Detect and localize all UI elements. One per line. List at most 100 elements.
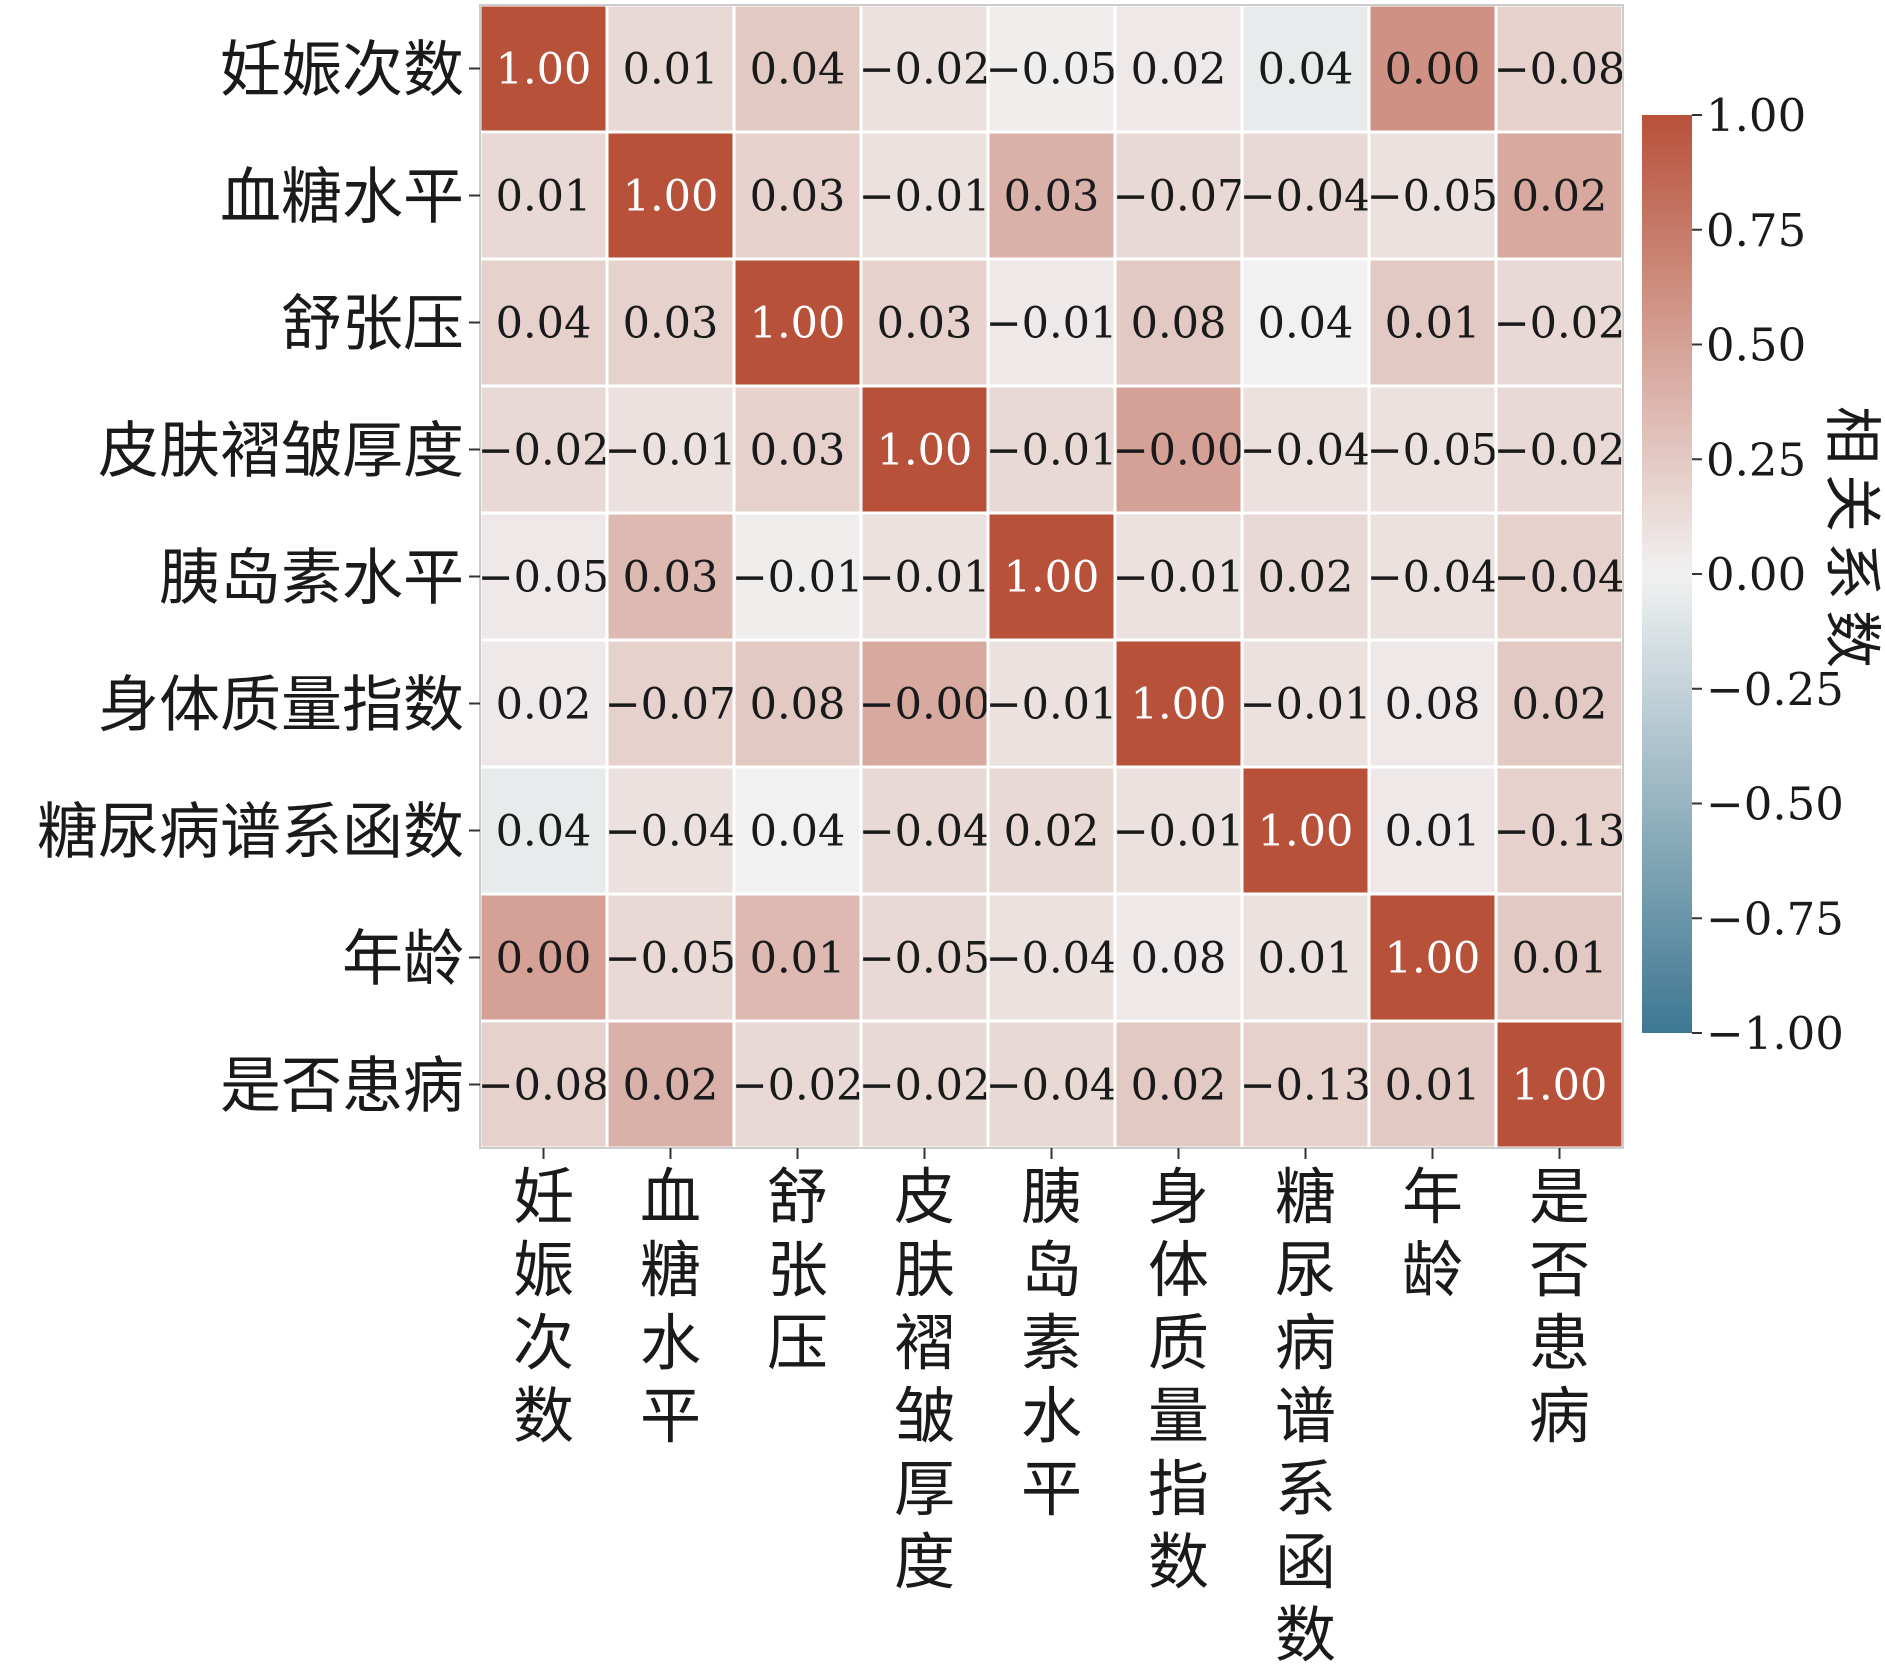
cell-value-label: 0.01 — [496, 172, 592, 222]
cell-value-label: −0.00 — [859, 680, 991, 730]
cell-value-label: 0.04 — [1258, 299, 1354, 349]
cell-value-label: −0.07 — [1113, 172, 1245, 222]
heatmap-cell — [859, 1019, 990, 1150]
y-axis-label: 妊娠次数 — [220, 35, 464, 106]
cell-value-label: 0.04 — [750, 45, 846, 95]
heatmap-cell — [1494, 511, 1625, 642]
cell-value-label: 0.02 — [1004, 807, 1100, 857]
colorbar-tick-label: −0.75 — [1706, 892, 1844, 945]
cell-value-label: −0.01 — [986, 426, 1118, 476]
cell-value-label: 0.02 — [623, 1061, 719, 1111]
heatmap-cell — [732, 892, 863, 1023]
cell-value-label: 0.08 — [750, 680, 846, 730]
cell-value-label: 0.03 — [623, 299, 719, 349]
cell-value-label: −0.05 — [1367, 172, 1499, 222]
cell-value-label: 0.08 — [1131, 299, 1227, 349]
cell-value-label: −0.01 — [859, 553, 991, 603]
cell-value-label: 0.03 — [877, 299, 973, 349]
cell-value-label: 0.01 — [750, 934, 846, 984]
y-axis-label: 是否患病 — [220, 1051, 464, 1122]
heatmap-cell — [986, 892, 1117, 1023]
heatmap-cell — [605, 1019, 736, 1150]
cell-value-label: 0.01 — [1258, 934, 1354, 984]
cell-value-label: 0.02 — [1258, 553, 1354, 603]
cell-value-label: 0.02 — [1131, 45, 1227, 95]
heatmap-cell — [986, 257, 1117, 388]
heatmap-cell — [1367, 3, 1498, 134]
y-axis-label: 舒张压 — [281, 289, 464, 360]
cell-value-label: 0.02 — [496, 680, 592, 730]
cell-value-label: 1.00 — [1131, 680, 1227, 730]
heatmap-cell — [732, 1019, 863, 1150]
heatmap-cell — [1240, 130, 1371, 261]
cell-value-label: −0.05 — [605, 934, 737, 984]
cell-value-label: 1.00 — [623, 172, 719, 222]
cell-value-label: −0.04 — [1240, 172, 1372, 222]
cell-value-label: −0.01 — [1240, 680, 1372, 730]
x-axis-label: 是否患病 — [1529, 1162, 1590, 1452]
cell-value-label: 0.01 — [1385, 807, 1481, 857]
heatmap-cell — [478, 384, 609, 515]
heatmap-cell — [1494, 384, 1625, 515]
cell-value-label: −0.00 — [1113, 426, 1245, 476]
colorbar-title-char: 数 — [1818, 610, 1885, 668]
cell-value-label: −0.01 — [1113, 553, 1245, 603]
cell-value-label: −0.04 — [1494, 553, 1626, 603]
heatmap-cell — [478, 130, 609, 261]
cell-value-label: 0.00 — [496, 934, 592, 984]
cell-value-label: −0.02 — [1494, 299, 1626, 349]
cell-value-label: −0.05 — [859, 934, 991, 984]
cell-value-label: 0.00 — [1385, 45, 1481, 95]
colorbar-tick-label: −0.50 — [1706, 778, 1844, 831]
cell-value-label: 0.02 — [1512, 172, 1608, 222]
heatmap-cell — [1367, 638, 1498, 769]
cell-value-label: 0.04 — [750, 807, 846, 857]
cell-value-label: −0.01 — [1113, 807, 1245, 857]
cell-value-label: 0.04 — [496, 299, 592, 349]
cell-value-label: 0.01 — [1512, 934, 1608, 984]
heatmap-cell — [605, 3, 736, 134]
heatmap-cell — [1113, 892, 1244, 1023]
cell-value-label: −0.01 — [859, 172, 991, 222]
cell-value-label: 1.00 — [496, 45, 592, 95]
heatmap-cell — [605, 257, 736, 388]
x-axis-label: 血糖水平 — [640, 1162, 701, 1452]
cell-value-label: 0.03 — [1004, 172, 1100, 222]
heatmap-cell — [1494, 130, 1625, 261]
colorbar — [1642, 115, 1692, 1033]
cell-value-label: 0.04 — [496, 807, 592, 857]
cell-value-label: 0.03 — [623, 553, 719, 603]
cell-value-label: −0.01 — [986, 299, 1118, 349]
heatmap-cell — [732, 511, 863, 642]
cell-value-label: −0.08 — [1494, 45, 1626, 95]
heatmap-cell — [478, 638, 609, 769]
cell-value-label: −0.01 — [732, 553, 864, 603]
colorbar-tick-label: 0.75 — [1706, 204, 1806, 257]
y-axis-label: 皮肤褶皱厚度 — [98, 416, 464, 487]
heatmap-cell — [1494, 1019, 1625, 1150]
heatmap-cell — [859, 257, 990, 388]
colorbar-legend: 1.00 0.75 0.50 0.25 0.00 −0.25 −0.50 −0.75 −1.00… — [1642, 89, 1885, 1060]
heatmap-cell — [1494, 638, 1625, 769]
heatmap-cell — [1494, 892, 1625, 1023]
cell-value-label: 1.00 — [1385, 934, 1481, 984]
colorbar-tick-label: 0.00 — [1706, 548, 1806, 601]
cell-value-label: 0.03 — [750, 172, 846, 222]
heatmap-cell — [1367, 130, 1498, 261]
heatmap-cell — [859, 638, 990, 769]
cell-value-label: 0.01 — [1385, 299, 1481, 349]
cell-value-label: 0.04 — [1258, 45, 1354, 95]
cell-value-label: −0.08 — [478, 1061, 610, 1111]
y-axis-label: 胰岛素水平 — [159, 543, 464, 614]
cell-value-label: −0.04 — [859, 807, 991, 857]
heatmap-cell — [478, 892, 609, 1023]
colorbar-tick-label: −0.25 — [1706, 663, 1844, 716]
cell-value-label: −0.07 — [605, 680, 737, 730]
cell-value-label: −0.13 — [1494, 807, 1626, 857]
heatmap-cell — [478, 511, 609, 642]
colorbar-title-char: 关 — [1818, 474, 1885, 532]
heatmap-cell — [1494, 257, 1625, 388]
colorbar-tick-label: 0.25 — [1706, 433, 1806, 486]
y-axis-label: 糖尿病谱系函数 — [37, 797, 464, 868]
